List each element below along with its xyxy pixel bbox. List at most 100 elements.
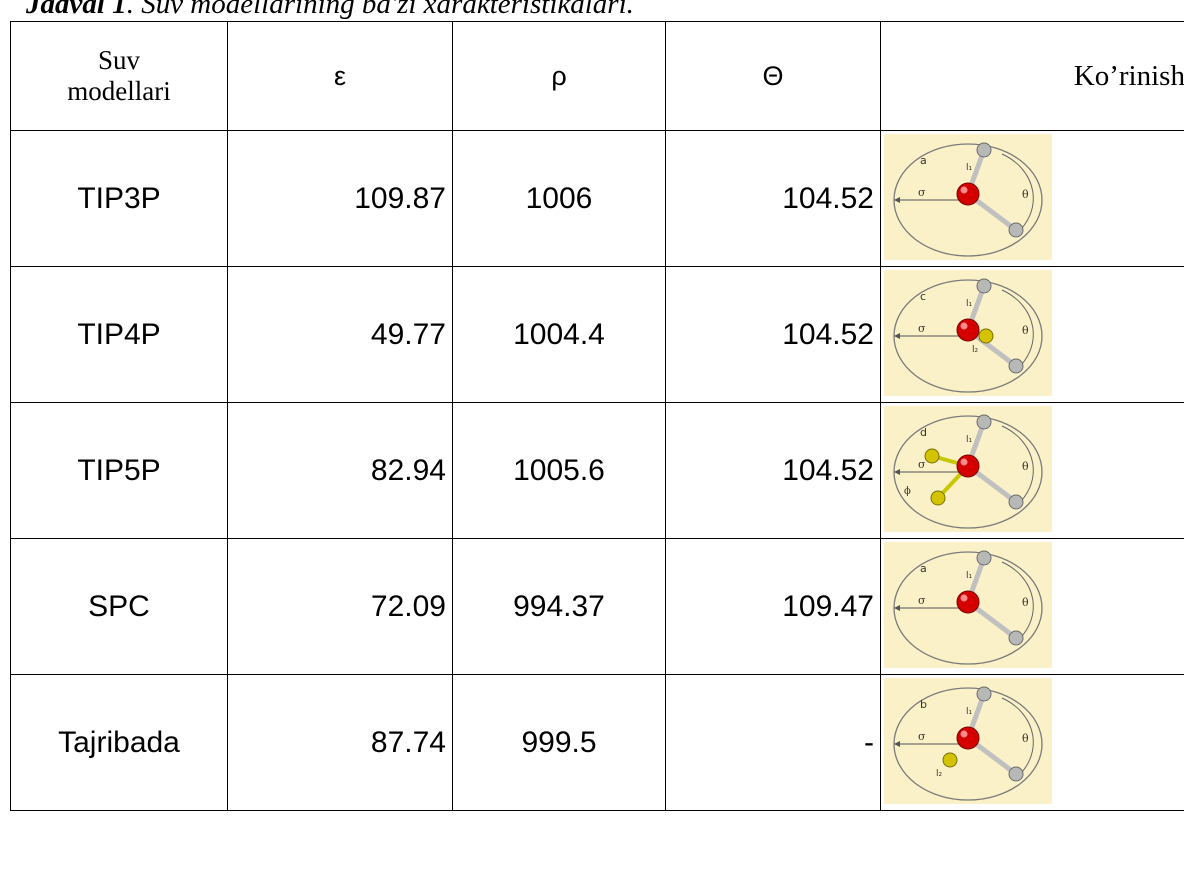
hydrogen-atom-2 [1008,766,1024,782]
theta-cell: 104.52 [665,402,881,539]
hydrogen-atom-2 [1008,222,1024,238]
header-view: Ko’rinishi [880,21,1184,131]
rho-cell: 999.5 [452,674,666,811]
l1-label: l₁ [966,571,973,581]
model-name-cell: TIP4P [10,266,228,403]
epsilon-cell: 49.77 [227,266,453,403]
oxygen-atom [956,454,980,478]
l1-label: l₁ [966,163,973,173]
oxygen-highlight [960,322,968,330]
table-row: TIP5P 82.94 1005.6 104.52 σ d θ l₁ ϕ [10,402,1184,539]
model-name-cell: SPC [10,538,228,675]
water-model-diagram: σ a θ l₁ [884,542,1052,668]
hydrogen-atom-2 [1008,494,1024,510]
sigma-arrowhead [894,333,900,339]
diagram-letter: d [920,426,927,439]
oxygen-highlight [960,594,968,602]
hydrogen-atom-1 [976,550,992,566]
l1-label: l₁ [966,435,973,445]
header-epsilon: ε [227,21,453,131]
table-row: Tajribada 87.74 999.5- σ b θ l₁ l₂ [10,674,1184,811]
rho-cell: 994.37 [452,538,666,675]
epsilon-cell: 72.09 [227,538,453,675]
theta-arc [1001,289,1034,371]
hydrogen-atom-2 [1008,630,1024,646]
oxygen-highlight [960,730,968,738]
epsilon-cell: 87.74 [227,674,453,811]
water-model-diagram: σ d θ l₁ ϕ [884,406,1052,532]
l1-label: l₁ [966,707,973,717]
virtual-site-m [978,328,994,344]
hydrogen-atom-1 [976,414,992,430]
model-diagram-cell: σ b θ l₁ l₂ [880,674,1184,811]
rho-cell: 1005.6 [452,402,666,539]
theta-arc [1001,561,1034,643]
theta-arc [1001,153,1034,235]
table-row: TIP4P 49.77 1004.4 104.52 σ c θ l₁ l₂ [10,266,1184,403]
l2-label: l₂ [972,345,979,355]
model-diagram-cell: σ a θ l₁ [880,538,1184,675]
lone-pair-site-1 [924,448,940,464]
oxygen-atom [956,726,980,750]
hydrogen-atom-2 [1008,358,1024,374]
model-diagram-cell: σ c θ l₁ l₂ [880,266,1184,403]
rho-cell: 1006 [452,130,666,267]
epsilon-cell: 109.87 [227,130,453,267]
sigma-symbol: σ [918,594,926,607]
oxygen-atom [956,318,980,342]
theta-symbol: θ [1022,596,1029,609]
hydrogen-atom-1 [976,686,992,702]
table-caption: Jadval 1. Suv modellarining ba'zi xarakt… [26,0,1176,22]
diagram-letter: c [920,290,926,303]
diagram-letter: a [920,154,927,167]
sigma-symbol: σ [918,322,926,335]
lone-pair-site-2 [930,490,946,506]
sigma-arrowhead [894,197,900,203]
model-diagram-cell: σ d θ l₁ ϕ [880,402,1184,539]
virtual-site-m [942,752,958,768]
sigma-arrowhead [894,469,900,475]
header-theta: Θ [665,21,881,131]
theta-cell: 104.52 [665,130,881,267]
hydrogen-atom-1 [976,278,992,294]
diagram-letter: b [920,698,927,711]
oxygen-atom [956,590,980,614]
sigma-symbol: σ [918,730,926,743]
oxygen-highlight [960,458,968,466]
model-name-cell: TIP3P [10,130,228,267]
model-name-cell: Tajribada [10,674,228,811]
caption-lead: Jadval 1 [26,0,127,20]
theta-arc [1001,697,1034,779]
l2-label: l₂ [936,769,943,779]
theta-cell: 109.47 [665,538,881,675]
model-diagram-cell: σ a θ l₁ [880,130,1184,267]
diagram-letter: a [920,562,927,575]
oxygen-atom [956,182,980,206]
model-name-cell: TIP5P [10,402,228,539]
theta-arc [1001,425,1034,507]
oxygen-highlight [960,186,968,194]
water-model-diagram: σ a θ l₁ [884,134,1052,260]
l1-label: l₁ [966,299,973,309]
table-row: TIP3P 109.87 1006 104.52 σ a θ l₁ [10,130,1184,267]
header-model: Suv modellari [10,21,228,131]
theta-symbol: θ [1022,460,1029,473]
water-model-diagram: σ c θ l₁ l₂ [884,270,1052,396]
water-model-diagram: σ b θ l₁ l₂ [884,678,1052,804]
theta-symbol: θ [1022,324,1029,337]
theta-symbol: θ [1022,732,1029,745]
phi-symbol: ϕ [904,486,911,497]
header-rho: ρ [452,21,666,131]
rho-cell: 1004.4 [452,266,666,403]
sigma-arrowhead [894,605,900,611]
sigma-symbol: σ [918,186,926,199]
theta-cell: - [665,674,881,811]
water-models-table: Suv modellari ε ρ Θ Ko’rinishi TIP3P 109.… [10,21,1184,811]
table-row: SPC 72.09 994.37 109.47 σ a θ l₁ [10,538,1184,675]
epsilon-cell: 82.94 [227,402,453,539]
sigma-arrowhead [894,741,900,747]
hydrogen-atom-1 [976,142,992,158]
sigma-symbol: σ [918,458,926,471]
theta-cell: 104.52 [665,266,881,403]
header-row: Suv modellari ε ρ Θ Ko’rinishi [10,21,1184,131]
